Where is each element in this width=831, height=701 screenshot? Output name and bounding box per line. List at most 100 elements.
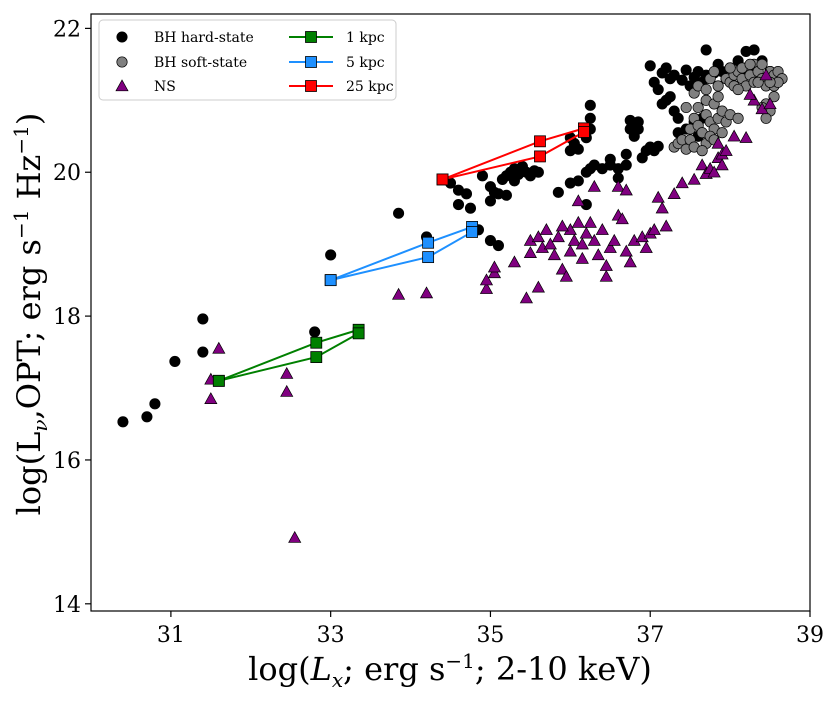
point-ns <box>619 183 633 196</box>
legend-marker-25-kpc <box>305 80 317 92</box>
point-bh-soft-state <box>732 83 744 96</box>
point-bh-hard-state <box>169 355 181 367</box>
axis-ticks: 31 33 35 37 39 14 16 18 20 22 <box>53 17 824 648</box>
legend-label-ns: NS <box>154 79 176 95</box>
point-bh-soft-state <box>700 83 712 96</box>
point-bh-hard-state <box>620 159 632 171</box>
point-ns <box>204 392 218 404</box>
point-ns <box>747 93 761 106</box>
point-5-kpc <box>324 274 337 287</box>
point-1-kpc <box>310 351 323 363</box>
point-ns <box>519 291 533 304</box>
point-ns <box>571 194 585 207</box>
point-5-kpc <box>466 226 478 238</box>
point-5-kpc <box>422 236 435 249</box>
point-ns <box>567 233 581 246</box>
point-ns <box>575 251 589 264</box>
point-ns <box>563 244 577 257</box>
point-ns <box>479 273 494 286</box>
point-ns <box>743 87 757 100</box>
point-bh-soft-state <box>760 112 772 124</box>
legend-marker-1-kpc <box>305 31 317 43</box>
point-bh-hard-state <box>644 60 656 72</box>
point-bh-hard-state <box>660 94 672 106</box>
data-marks <box>117 44 788 543</box>
point-ns <box>571 215 585 228</box>
point-bh-hard-state <box>117 416 129 428</box>
point-ns <box>687 172 701 185</box>
y-tick-label: 20 <box>53 161 81 186</box>
legend-marker-bh-soft-state <box>116 56 128 68</box>
point-ns <box>595 223 609 235</box>
legend-marker-ns <box>115 79 129 92</box>
point-bh-hard-state <box>197 346 209 358</box>
y-tick-label: 14 <box>53 593 81 618</box>
point-ns <box>531 230 545 243</box>
point-ns <box>212 341 226 354</box>
point-bh-hard-state <box>680 64 692 76</box>
point-ns <box>611 179 625 192</box>
point-bh-hard-state <box>584 112 596 124</box>
point-5-kpc <box>422 251 435 264</box>
point-ns <box>559 269 573 282</box>
legend-box <box>98 19 397 101</box>
x-tick-label: 33 <box>317 623 345 648</box>
point-ns <box>707 165 721 178</box>
point-bh-hard-state <box>620 148 632 160</box>
plot-background <box>91 14 810 611</box>
point-ns <box>619 244 633 257</box>
point-bh-hard-state <box>676 74 688 86</box>
point-bh-hard-state <box>460 188 473 200</box>
point-bh-hard-state <box>492 240 504 252</box>
y-tick-label: 18 <box>53 305 81 330</box>
point-ns <box>479 282 494 294</box>
point-1-kpc <box>310 336 323 349</box>
point-ns <box>655 201 669 214</box>
point-1-kpc <box>352 327 365 340</box>
point-bh-hard-state <box>552 186 564 198</box>
point-bh-hard-state <box>464 202 477 214</box>
legend-label-bh-soft-state: BH soft-state <box>154 55 247 71</box>
legend-label-1-kpc: 1 kpc <box>346 30 385 46</box>
point-ns <box>419 286 434 299</box>
point-ns <box>739 130 753 143</box>
point-bh-hard-state <box>325 249 337 261</box>
point-bh-hard-state <box>149 398 161 410</box>
point-ns <box>607 233 621 246</box>
point-bh-hard-state <box>652 83 664 96</box>
point-ns <box>587 233 601 246</box>
point-ns <box>715 158 729 171</box>
point-ns <box>575 237 589 250</box>
point-bh-hard-state <box>632 116 644 128</box>
point-bh-soft-state <box>768 91 780 103</box>
x-axis-label: log(Lx; erg s−1; 2-10 keV) <box>248 649 652 692</box>
point-bh-soft-state <box>680 101 692 114</box>
point-bh-soft-state <box>696 145 708 157</box>
point-ns <box>280 366 294 379</box>
legend-marker-5-kpc <box>305 56 317 68</box>
point-bh-hard-state <box>700 44 712 56</box>
point-ns <box>280 384 294 397</box>
x-tick-label: 39 <box>796 623 824 648</box>
point-ns <box>543 237 557 250</box>
point-bh-hard-state <box>309 326 321 338</box>
point-bh-hard-state <box>672 112 684 124</box>
point-bh-hard-state <box>748 44 760 56</box>
point-ns <box>555 219 569 232</box>
point-1-kpc <box>212 374 225 387</box>
point-ns <box>695 158 709 171</box>
point-bh-soft-state <box>716 127 728 139</box>
point-bh-soft-state <box>692 101 704 114</box>
point-ns <box>599 269 613 282</box>
point-25-kpc <box>436 173 449 186</box>
y-tick-label: 16 <box>53 449 81 474</box>
point-bh-hard-state <box>476 170 489 182</box>
point-25-kpc <box>534 135 546 148</box>
point-ns <box>487 266 502 279</box>
point-25-kpc <box>534 150 546 163</box>
point-ns <box>523 246 537 258</box>
point-bh-hard-state <box>532 166 544 178</box>
point-ns <box>547 248 561 261</box>
point-ns <box>763 97 777 110</box>
